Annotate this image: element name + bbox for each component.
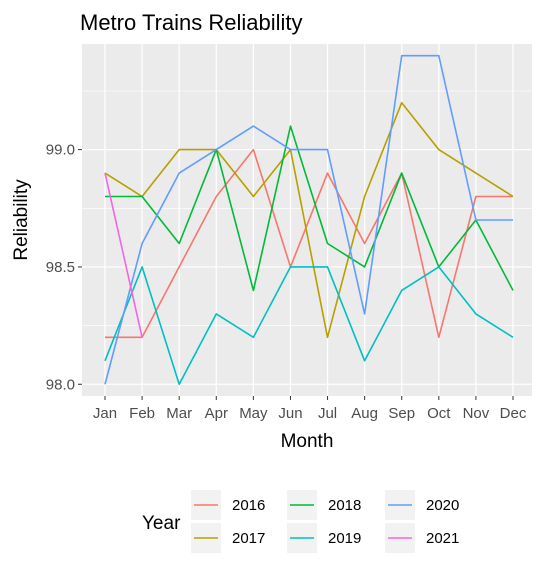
legend-title: Year: [142, 513, 181, 534]
x-tick-label: Jun: [278, 405, 302, 422]
x-tick-label: Jan: [93, 405, 117, 422]
legend-label-2021: 2021: [426, 530, 459, 547]
y-axis-title: Reliability: [11, 179, 32, 261]
plot-panel: [82, 44, 532, 396]
series-line-2021: [104, 172, 143, 338]
legend-label-2020: 2020: [426, 497, 459, 514]
x-tick-label: Aug: [351, 405, 378, 422]
legend-label-2017: 2017: [232, 530, 265, 547]
x-tick-label: May: [239, 405, 268, 422]
y-tick-label: 98.5: [46, 259, 75, 276]
y-axis-ticks: 98.0 98.5 99.0: [46, 142, 82, 393]
grid-minor: [82, 90, 532, 326]
series-line-2016: [105, 148, 513, 339]
x-axis-ticks: Jan Feb Mar Apr May Jun Jul Aug Sep Oct Nov Dec: [93, 396, 527, 422]
series-line-2020: [104, 54, 513, 385]
legend-label-2016: 2016: [232, 497, 265, 514]
series-line-2018: [105, 125, 514, 292]
x-tick-label: Mar: [166, 405, 192, 422]
x-tick-label: Sep: [388, 405, 415, 422]
x-tick-label: Oct: [427, 405, 451, 422]
x-axis-title: Month: [281, 431, 334, 452]
x-tick-label: Feb: [129, 405, 155, 422]
legend-label-2018: 2018: [328, 497, 361, 514]
y-tick-label: 99.0: [46, 142, 75, 159]
x-tick-label: Dec: [500, 405, 527, 422]
series-line-2017: [104, 101, 514, 339]
x-tick-label: Nov: [463, 405, 490, 422]
x-tick-label: Jul: [318, 405, 337, 422]
series-line-2019: [104, 266, 514, 386]
series-lines: [104, 54, 514, 386]
y-tick-label: 98.0: [46, 376, 75, 393]
x-tick-label: Apr: [205, 405, 228, 422]
legend: Year 2016 2017 2018 2019 2020 2021: [142, 490, 459, 553]
legend-label-2019: 2019: [328, 530, 361, 547]
chart-title: Metro Trains Reliability: [80, 10, 303, 35]
